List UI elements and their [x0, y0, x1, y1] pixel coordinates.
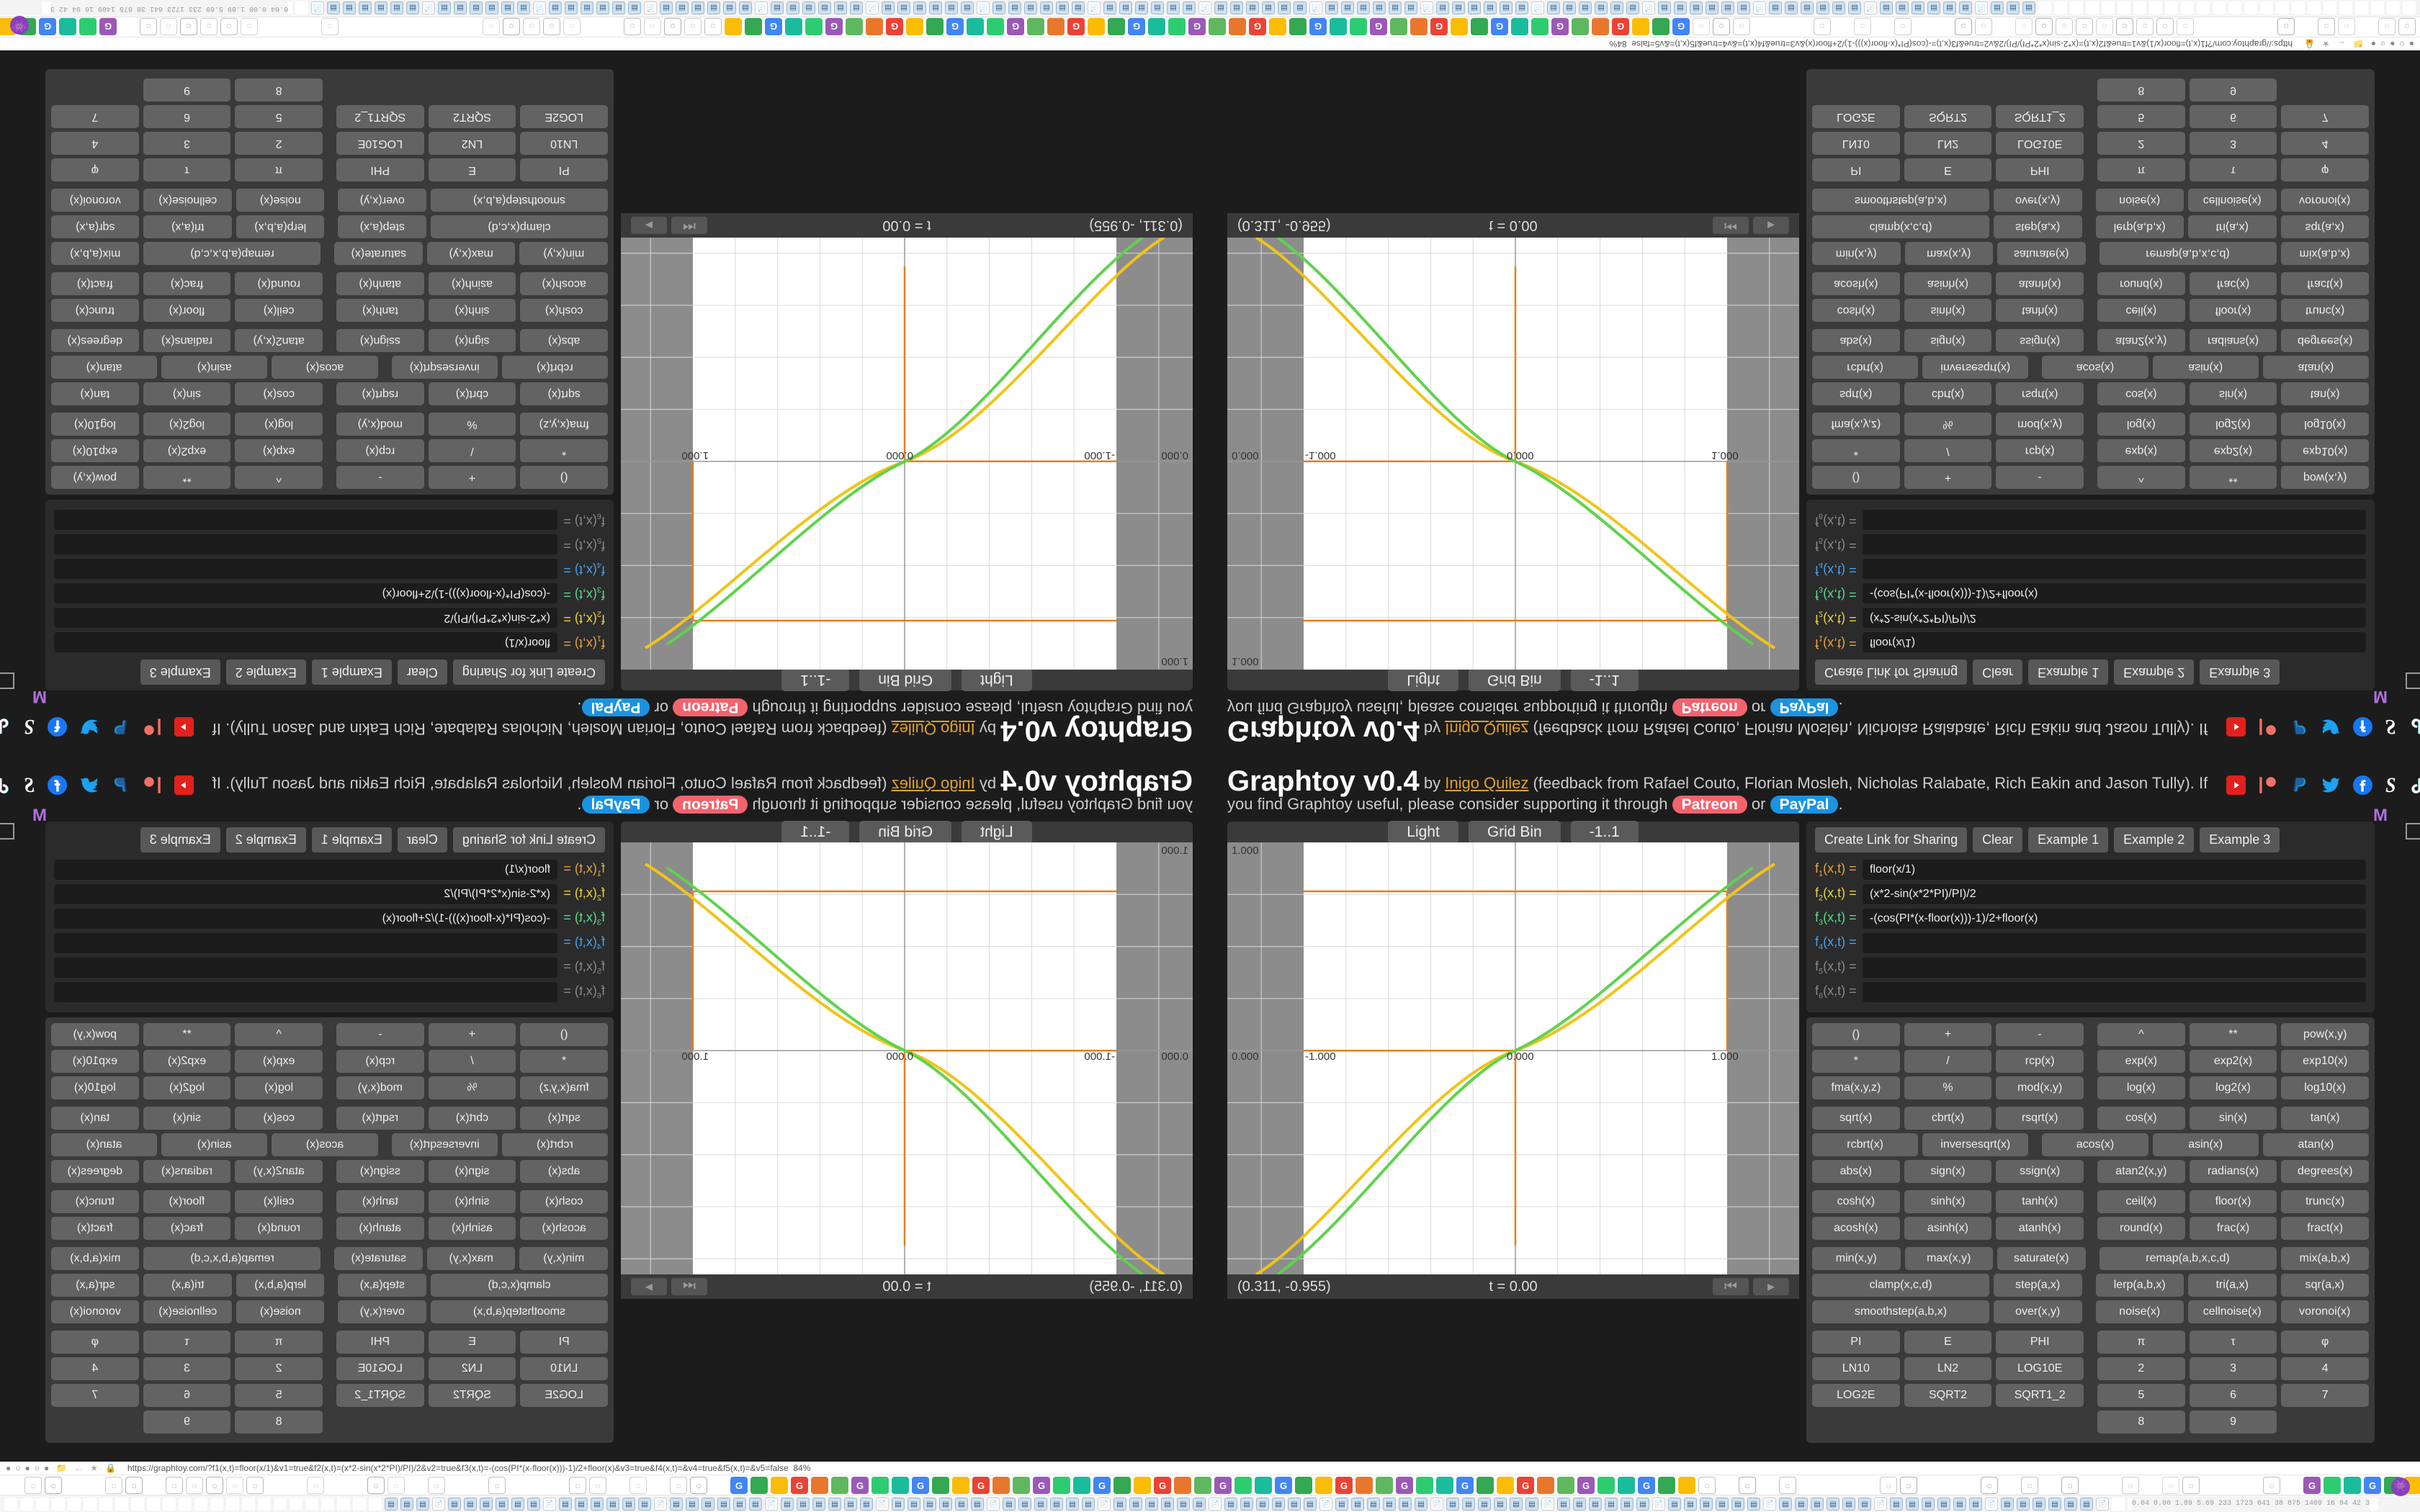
svg-text:0.000: 0.000: [1161, 1050, 1188, 1063]
svg-text:0.000: 0.000: [1232, 449, 1259, 462]
svg-text:-1.000: -1.000: [1084, 449, 1115, 462]
svg-text:0.000: 0.000: [1507, 1050, 1534, 1063]
svg-text:-1.000: -1.000: [1305, 1050, 1336, 1063]
svg-text:0.000: 0.000: [1507, 449, 1534, 462]
svg-text:1.000: 1.000: [1711, 449, 1739, 462]
svg-text:1.000: 1.000: [1711, 1050, 1739, 1063]
svg-text:1.000: 1.000: [1232, 845, 1259, 857]
svg-text:-1.000: -1.000: [1084, 1050, 1115, 1063]
svg-text:0.000: 0.000: [1161, 449, 1188, 462]
svg-text:0.000: 0.000: [886, 1050, 913, 1063]
svg-text:1.000: 1.000: [1161, 845, 1188, 857]
svg-text:0.000: 0.000: [886, 449, 913, 462]
svg-text:0.000: 0.000: [1232, 1050, 1259, 1063]
svg-text:1.000: 1.000: [1161, 655, 1188, 667]
svg-text:1.000: 1.000: [1232, 655, 1259, 667]
svg-text:1.000: 1.000: [681, 449, 709, 462]
svg-text:-1.000: -1.000: [1305, 449, 1336, 462]
svg-text:1.000: 1.000: [681, 1050, 709, 1063]
